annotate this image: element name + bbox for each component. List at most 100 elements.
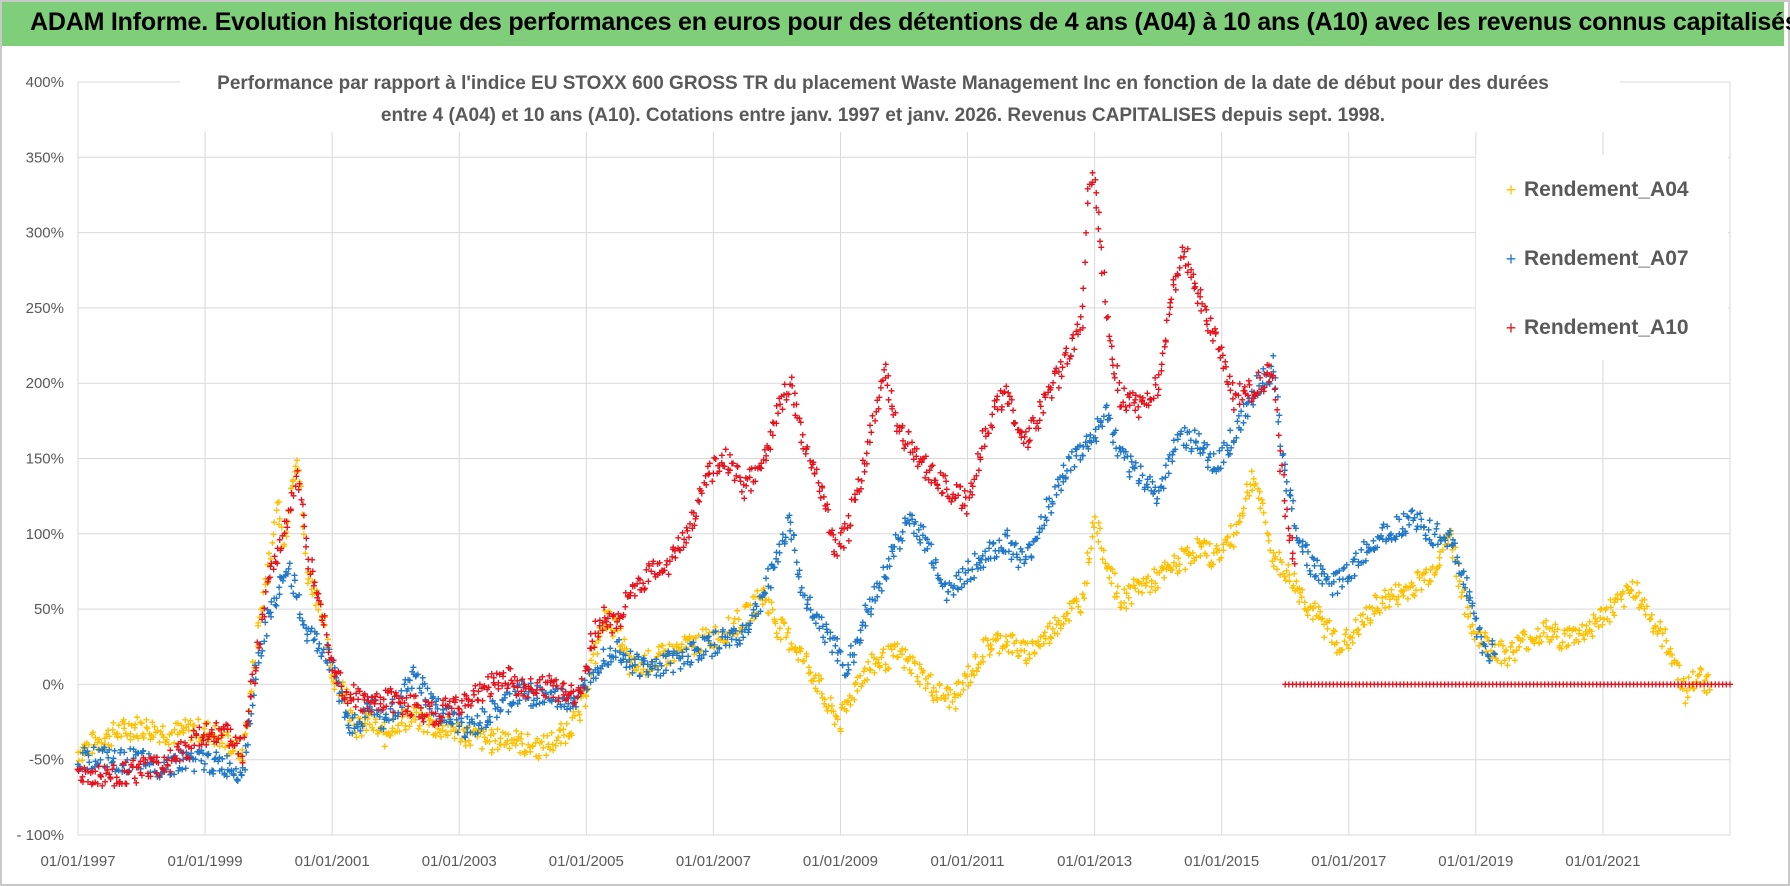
data-point: + — [1307, 600, 1314, 614]
data-point: + — [404, 709, 411, 723]
data-point: + — [1142, 579, 1149, 593]
data-point: + — [230, 744, 237, 758]
data-point: + — [999, 641, 1006, 655]
data-point: + — [252, 656, 259, 670]
data-point: + — [1121, 583, 1128, 597]
data-point: + — [505, 728, 512, 742]
data-point: + — [1189, 546, 1196, 560]
data-point: + — [1152, 584, 1159, 598]
data-point: + — [486, 735, 493, 749]
data-point: + — [185, 718, 192, 732]
data-point: + — [444, 729, 451, 743]
y-tick-label: -50% — [29, 752, 64, 769]
data-point: + — [138, 717, 145, 731]
data-point: + — [1286, 568, 1293, 582]
data-point: + — [185, 723, 192, 737]
series-rendement_a10: ++++++++++++++++++++++++++++++++++++++++… — [74, 166, 1298, 793]
data-point: + — [626, 668, 633, 682]
data-point: + — [1140, 572, 1147, 586]
data-point: + — [75, 745, 82, 759]
data-point: + — [959, 676, 966, 690]
data-point: + — [673, 638, 680, 652]
data-point: + — [515, 730, 522, 744]
data-point: + — [1134, 574, 1141, 588]
data-point: + — [795, 653, 802, 667]
data-point: + — [250, 661, 257, 675]
data-point: + — [977, 655, 984, 669]
data-point: + — [1260, 506, 1267, 520]
data-point: + — [96, 732, 103, 746]
data-point: + — [859, 677, 866, 691]
data-point: + — [719, 631, 726, 645]
data-point: + — [1349, 636, 1356, 650]
data-point: + — [854, 671, 861, 685]
data-point: + — [1064, 606, 1071, 620]
data-point: + — [1402, 579, 1409, 593]
data-point: + — [873, 653, 880, 667]
data-point: + — [670, 645, 677, 659]
data-point: + — [1069, 595, 1076, 609]
data-point: + — [611, 611, 618, 625]
data-point: + — [98, 741, 105, 755]
data-point: + — [1341, 635, 1348, 649]
data-point: + — [946, 700, 953, 714]
data-point: + — [1102, 557, 1109, 571]
data-point: + — [1399, 585, 1406, 599]
data-point: + — [955, 689, 962, 703]
data-point: + — [1005, 645, 1012, 659]
data-point: + — [872, 657, 879, 671]
data-point: + — [225, 747, 232, 761]
data-point: + — [1003, 639, 1010, 653]
data-point: + — [767, 443, 774, 457]
data-point: + — [1123, 587, 1130, 601]
data-point: + — [168, 726, 175, 740]
data-point: + — [876, 660, 883, 674]
x-tick-label: 01/01/2021 — [1565, 853, 1640, 870]
data-point: + — [1386, 600, 1393, 614]
data-point: + — [1075, 600, 1082, 614]
data-point: + — [663, 649, 670, 663]
data-point: + — [381, 716, 388, 730]
y-tick-label: 200% — [26, 375, 64, 392]
data-point: + — [346, 714, 353, 728]
data-point: + — [264, 558, 271, 572]
data-point: + — [1051, 627, 1058, 641]
data-point: + — [494, 743, 501, 757]
data-point: + — [979, 650, 986, 664]
data-point: + — [1071, 343, 1078, 357]
data-point: + — [413, 706, 420, 720]
data-point: + — [456, 718, 463, 732]
data-point: + — [898, 648, 905, 662]
data-point: + — [1236, 515, 1243, 529]
data-point: + — [91, 738, 98, 752]
data-point: + — [754, 584, 761, 598]
data-point: + — [670, 665, 677, 679]
data-point: + — [753, 607, 760, 621]
data-point: + — [274, 496, 281, 510]
data-point: + — [287, 503, 294, 517]
data-point: + — [1092, 173, 1099, 187]
data-point: + — [1452, 541, 1459, 555]
data-point: + — [316, 596, 323, 610]
data-point: + — [607, 621, 614, 635]
data-point: + — [963, 507, 970, 521]
data-point: + — [445, 711, 452, 725]
data-point: + — [435, 719, 442, 733]
data-point: + — [645, 644, 652, 658]
data-point: + — [619, 638, 626, 652]
data-point: + — [647, 664, 654, 678]
data-point: + — [1244, 485, 1251, 499]
data-point: + — [706, 637, 713, 651]
data-point: + — [651, 661, 658, 675]
data-point: + — [157, 725, 164, 739]
data-point: + — [212, 719, 219, 733]
data-point: + — [327, 659, 334, 673]
data-point: + — [1013, 634, 1020, 648]
data-point: + — [122, 727, 129, 741]
data-point: + — [942, 692, 949, 706]
data-point: + — [666, 638, 673, 652]
data-point: + — [391, 725, 398, 739]
data-point: + — [1130, 579, 1137, 593]
y-tick-label: 0% — [42, 676, 64, 693]
data-point: + — [709, 626, 716, 640]
